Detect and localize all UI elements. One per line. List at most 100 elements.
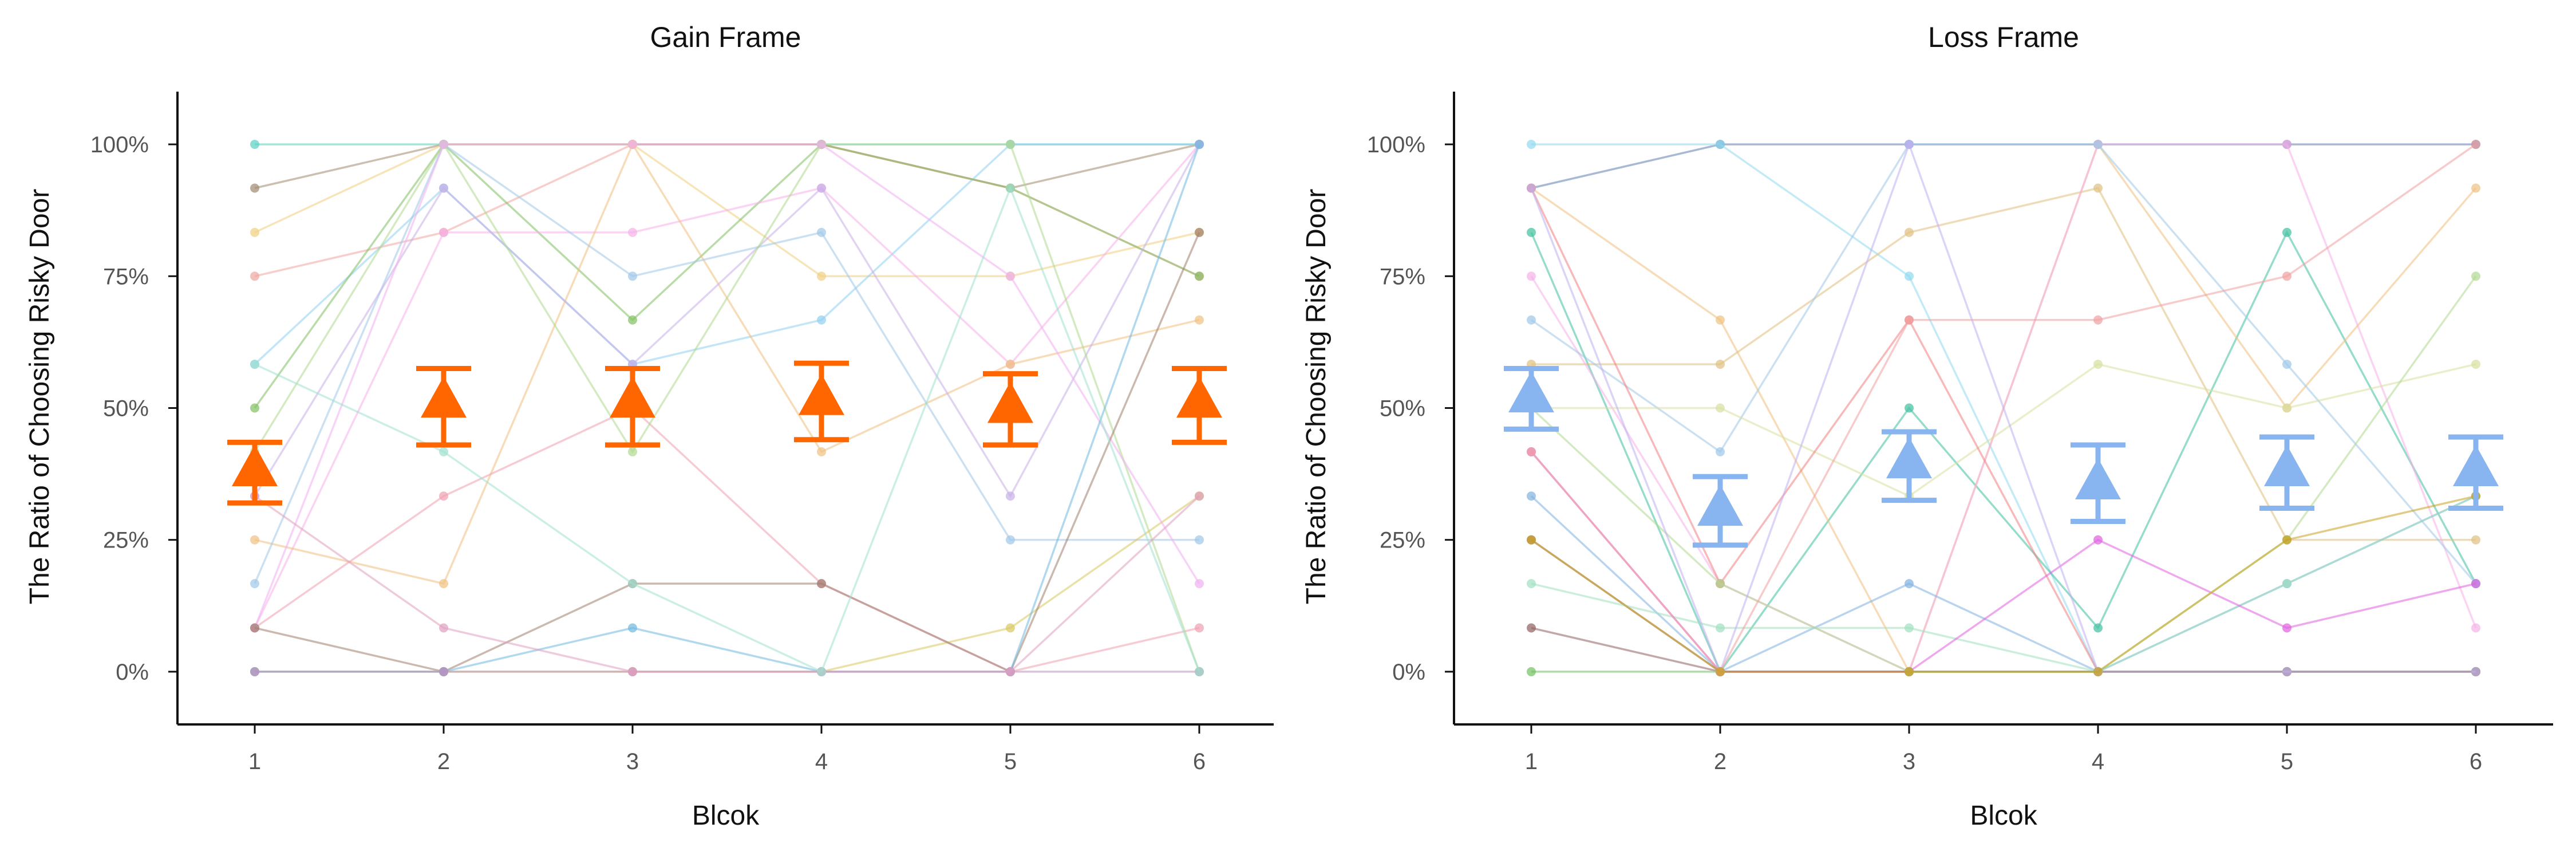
- x-tick-label: 2: [437, 749, 450, 774]
- participant-point: [1527, 623, 1536, 633]
- y-tick-label: 0%: [116, 660, 149, 685]
- participant-point: [1905, 403, 1914, 413]
- x-tick-label: 1: [248, 749, 261, 774]
- participant-point: [1195, 227, 1204, 237]
- participant-point: [1195, 667, 1204, 676]
- participant-series-group: [1527, 140, 2480, 676]
- participant-point: [1527, 315, 1536, 325]
- x-tick-label: 4: [815, 749, 828, 774]
- participant-line: [1531, 143, 2476, 190]
- participant-line: [254, 232, 1200, 673]
- y-tick-label: 25%: [1380, 528, 1425, 553]
- participant-point: [2471, 360, 2480, 369]
- y-axis-label: The Ratio of Choosing Risky Door: [1301, 189, 1332, 605]
- participant-point: [628, 271, 637, 281]
- participant-point: [2093, 360, 2103, 369]
- participant-series-group: [250, 140, 1204, 676]
- mean-marker: [1886, 437, 1932, 479]
- participant-point: [2282, 271, 2291, 281]
- x-axis-label: Blcok: [692, 801, 760, 831]
- participant-line: [1530, 143, 2477, 673]
- participant-point: [1905, 667, 1914, 676]
- mean-marker: [421, 376, 467, 418]
- participant-point: [1006, 140, 1015, 149]
- x-tick-label: 2: [1714, 749, 1726, 774]
- participant-point: [250, 403, 259, 413]
- participant-point: [1527, 271, 1536, 281]
- participant-point: [2282, 140, 2291, 149]
- participant-point: [2282, 579, 2291, 589]
- participant-point: [439, 140, 448, 149]
- participant-line: [1531, 363, 2476, 498]
- x-tick-label: 6: [2470, 749, 2482, 774]
- participant-point: [1716, 447, 1725, 456]
- participant-point: [250, 271, 259, 281]
- gain-frame-panel: Gain Frame 0% 25% 50% 75% 100% 1 2 3 4 5 6 Blcok The …: [25, 21, 1274, 831]
- mean-marker: [1176, 376, 1222, 418]
- participant-line: [254, 143, 1199, 584]
- participant-point: [2471, 579, 2480, 589]
- participant-point: [1006, 271, 1015, 281]
- participant-point: [1195, 315, 1204, 325]
- y-tick-label: 100%: [1367, 132, 1425, 157]
- x-tick-label: 1: [1525, 749, 1538, 774]
- x-tick-label: 3: [626, 749, 639, 774]
- participant-point: [1905, 623, 1914, 633]
- participant-point: [1006, 183, 1015, 193]
- participant-point: [628, 579, 637, 589]
- participant-point: [2471, 183, 2480, 193]
- participant-point: [250, 579, 259, 589]
- participant-point: [2471, 535, 2480, 545]
- participant-point: [628, 140, 637, 149]
- x-tick-label: 4: [2092, 749, 2104, 774]
- participant-point: [1006, 623, 1015, 633]
- participant-point: [628, 227, 637, 237]
- participant-point: [1006, 491, 1015, 501]
- participant-line: [254, 495, 1200, 673]
- y-tick-label: 25%: [103, 528, 149, 553]
- participant-point: [1527, 227, 1536, 237]
- mean-marker: [232, 445, 278, 486]
- participant-point: [250, 140, 259, 149]
- participant-point: [1195, 140, 1204, 149]
- participant-line: [254, 143, 1200, 629]
- participant-point: [250, 360, 259, 369]
- participant-point: [1716, 403, 1725, 413]
- participant-point: [1195, 491, 1204, 501]
- participant-point: [2093, 667, 2103, 676]
- mean-marker: [2264, 445, 2310, 486]
- participant-point: [628, 667, 637, 676]
- participant-point: [250, 623, 259, 633]
- participant-point: [250, 227, 259, 237]
- participant-point: [817, 579, 826, 589]
- participant-point: [817, 227, 826, 237]
- participant-point: [1195, 579, 1204, 589]
- participant-point: [817, 447, 826, 456]
- participant-line: [1530, 495, 2476, 673]
- mean-marker: [2075, 458, 2121, 500]
- participant-point: [1527, 140, 1536, 149]
- x-tick-label: 5: [1004, 749, 1017, 774]
- participant-point: [439, 491, 448, 501]
- participant-point: [439, 579, 448, 589]
- participant-point: [817, 140, 826, 149]
- participant-point: [2093, 183, 2103, 193]
- y-tick-label: 75%: [103, 264, 149, 289]
- participant-point: [817, 315, 826, 325]
- participant-point: [1195, 623, 1204, 633]
- participant-line: [254, 185, 1200, 673]
- participant-point: [2282, 667, 2291, 676]
- participant-point: [2282, 360, 2291, 369]
- chart-title: Gain Frame: [650, 21, 801, 53]
- participant-point: [439, 447, 448, 456]
- mean-marker: [610, 376, 655, 418]
- y-tick-label: 50%: [1380, 396, 1425, 421]
- participant-point: [2471, 271, 2480, 281]
- participant-point: [1527, 535, 1536, 545]
- participant-point: [439, 227, 448, 237]
- participant-line: [1530, 495, 2476, 673]
- participant-point: [817, 667, 826, 676]
- participant-point: [439, 623, 448, 633]
- participant-point: [2282, 623, 2291, 633]
- participant-line: [254, 144, 1200, 498]
